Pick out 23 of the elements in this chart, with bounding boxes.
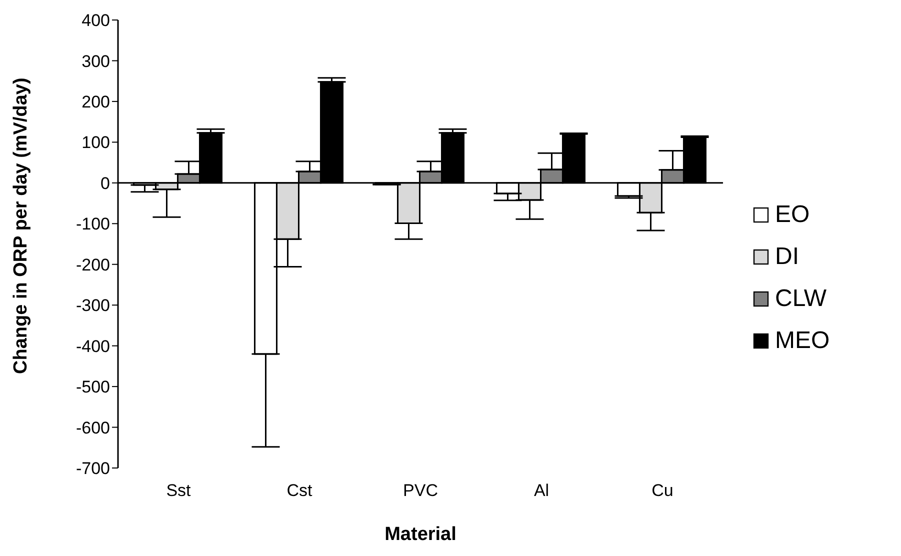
y-tick-label: 100 (82, 133, 110, 152)
y-tick-label: 200 (82, 92, 110, 112)
x-tick-label: PVC (403, 481, 438, 500)
y-tick-label: -300 (76, 296, 110, 316)
legend-label: CLW (775, 285, 827, 313)
y-tick-label: 400 (82, 11, 110, 30)
y-tick-label: -700 (76, 459, 110, 478)
y-tick-label: -600 (76, 418, 110, 438)
x-tick-label: Cu (652, 481, 674, 500)
legend-label: EO (775, 201, 810, 229)
y-tick-label: -200 (76, 255, 110, 274)
y-tick-label: 300 (82, 52, 110, 71)
x-axis-title: Material (384, 524, 456, 545)
x-tick-label: Al (534, 481, 550, 500)
x-tick-label: Sst (166, 481, 192, 500)
y-tick-label: -500 (76, 378, 110, 397)
legend-label: MEO (775, 327, 830, 355)
y-axis-title: Change in ORP per day (mV/day) (10, 78, 32, 374)
y-tick-label: -100 (76, 214, 110, 234)
legend-label: DI (775, 243, 799, 271)
y-tick-label: -400 (76, 336, 110, 356)
x-tick-label: Cst (286, 481, 313, 500)
y-tick-label: 0 (100, 174, 110, 193)
